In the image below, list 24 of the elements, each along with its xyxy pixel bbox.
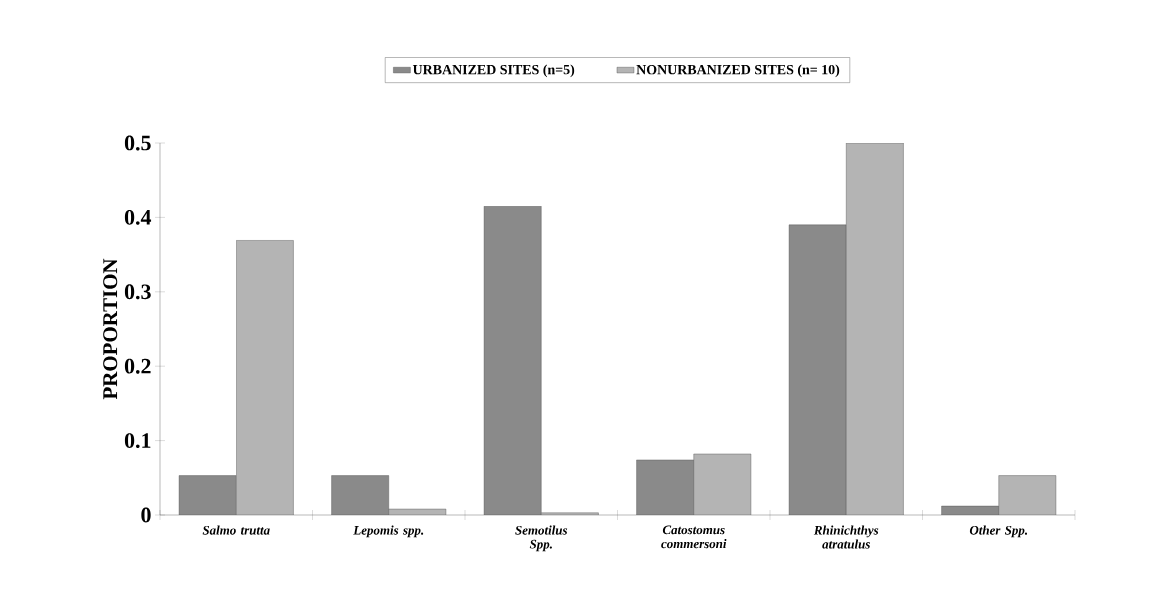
bar xyxy=(636,459,694,515)
x-tick-label: Rhinichthys atratulus xyxy=(813,525,879,549)
y-tick-label: 0.5 xyxy=(124,135,151,151)
bar xyxy=(484,206,542,515)
x-tick-label: Other Spp. xyxy=(969,525,1028,538)
x-tick-label: Salmo trutta xyxy=(202,525,270,535)
y-tick-label: 0 xyxy=(141,507,151,523)
legend-label: NONURBANIZED SITES (n= 10) xyxy=(636,64,840,78)
bar xyxy=(179,475,237,515)
legend-label: URBANIZED SITES (n=5) xyxy=(412,64,575,78)
y-tick-label: 0.3 xyxy=(124,284,151,300)
bar xyxy=(331,475,389,515)
bar xyxy=(789,224,847,515)
x-tick-label: Lepomis spp. xyxy=(353,525,424,538)
bar xyxy=(693,453,751,515)
y-tick-label: 0.4 xyxy=(124,209,152,225)
bar xyxy=(846,143,904,515)
bar xyxy=(998,475,1057,515)
x-tick-label: Semotilus Spp. xyxy=(515,525,568,552)
y-axis-title: PROPORTION xyxy=(103,258,118,400)
bar xyxy=(236,240,294,515)
x-tick-label: Catostomus commersoni xyxy=(661,525,727,549)
y-tick-label: 0.1 xyxy=(124,433,151,449)
y-tick-label: 0.2 xyxy=(124,358,151,374)
